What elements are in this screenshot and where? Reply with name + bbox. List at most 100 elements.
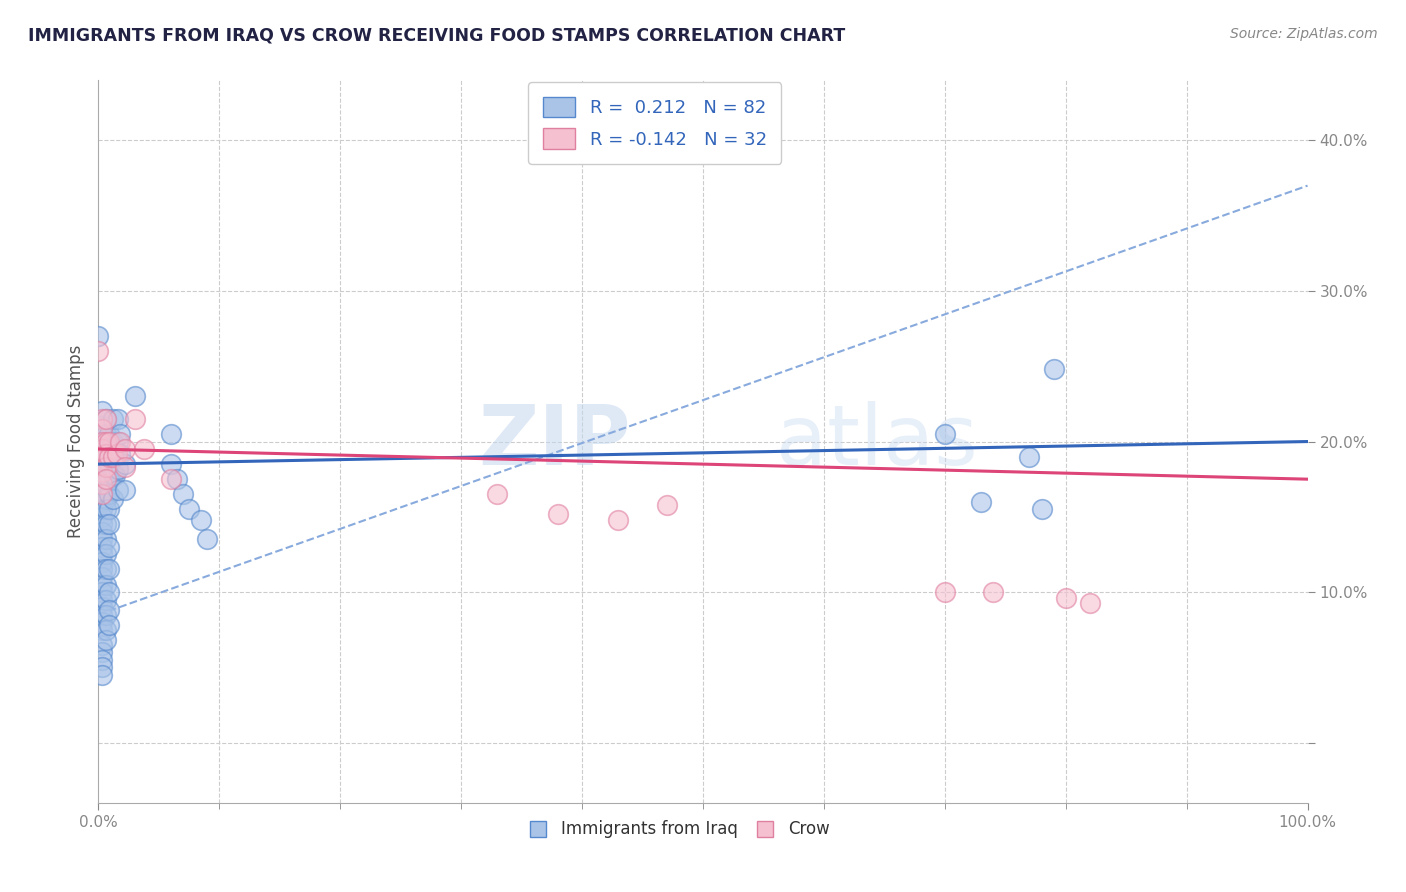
Point	[98, 517, 121, 532]
Y-axis label: Receiving Food Stamps: Receiving Food Stamps	[66, 345, 84, 538]
Point	[98, 540, 121, 554]
Point	[94, 533, 117, 547]
Point	[91, 548, 114, 562]
Point	[98, 618, 121, 632]
Point	[91, 562, 114, 576]
Point	[91, 487, 114, 501]
Point	[94, 427, 117, 442]
Point	[94, 465, 117, 479]
Point	[108, 434, 131, 449]
Point	[94, 562, 117, 576]
Point	[91, 442, 114, 456]
Point	[91, 465, 114, 479]
Point	[101, 412, 124, 426]
Point	[166, 472, 188, 486]
Point	[98, 585, 121, 599]
Point	[94, 412, 117, 426]
Point	[91, 487, 114, 501]
Text: ZIP: ZIP	[478, 401, 630, 482]
Point	[98, 450, 121, 464]
Point	[970, 494, 993, 508]
Point	[607, 513, 630, 527]
Point	[1018, 450, 1040, 464]
Point	[98, 472, 121, 486]
Point	[91, 472, 114, 486]
Point	[547, 507, 569, 521]
Point	[91, 577, 114, 591]
Point	[107, 483, 129, 497]
Point	[98, 603, 121, 617]
Point	[94, 452, 117, 467]
Point	[101, 450, 124, 464]
Point	[94, 442, 117, 456]
Point	[94, 548, 117, 562]
Point	[107, 434, 129, 449]
Point	[134, 442, 156, 456]
Point	[91, 592, 114, 607]
Point	[114, 460, 136, 475]
Point	[934, 585, 956, 599]
Point	[172, 487, 194, 501]
Point	[190, 513, 212, 527]
Point	[91, 480, 114, 494]
Point	[179, 502, 201, 516]
Point	[94, 476, 117, 491]
Point	[91, 638, 114, 652]
Point	[91, 623, 114, 637]
Point	[98, 487, 121, 501]
Point	[105, 446, 128, 460]
Point	[91, 585, 114, 599]
Point	[104, 467, 127, 482]
Point	[91, 419, 114, 434]
Point	[94, 460, 117, 475]
Point	[91, 645, 114, 659]
Point	[94, 607, 117, 622]
Point	[108, 446, 131, 460]
Point	[94, 517, 117, 532]
Point	[107, 461, 129, 475]
Point	[934, 427, 956, 442]
Point	[981, 585, 1004, 599]
Point	[91, 555, 114, 569]
Point	[91, 600, 114, 615]
Point	[1031, 502, 1053, 516]
Point	[91, 615, 114, 630]
Point	[91, 457, 114, 471]
Point	[91, 404, 114, 418]
Point	[94, 491, 117, 506]
Point	[124, 412, 146, 426]
Point	[91, 450, 114, 464]
Point	[101, 450, 124, 464]
Point	[124, 389, 146, 403]
Text: IMMIGRANTS FROM IRAQ VS CROW RECEIVING FOOD STAMPS CORRELATION CHART: IMMIGRANTS FROM IRAQ VS CROW RECEIVING F…	[28, 27, 845, 45]
Point	[98, 434, 121, 449]
Point	[114, 483, 136, 497]
Point	[160, 457, 183, 471]
Point	[107, 412, 129, 426]
Point	[98, 427, 121, 442]
Point	[98, 457, 121, 471]
Point	[94, 577, 117, 591]
Point	[1042, 362, 1064, 376]
Point	[1078, 596, 1101, 610]
Point	[91, 476, 114, 491]
Point	[101, 434, 124, 449]
Point	[91, 533, 114, 547]
Point	[91, 540, 114, 554]
Point	[160, 472, 183, 486]
Point	[94, 502, 117, 516]
Point	[91, 412, 114, 426]
Point	[114, 442, 136, 456]
Point	[91, 570, 114, 584]
Legend: Immigrants from Iraq, Crow: Immigrants from Iraq, Crow	[522, 814, 837, 845]
Point	[98, 562, 121, 576]
Point	[160, 427, 183, 442]
Point	[91, 517, 114, 532]
Point	[98, 502, 121, 516]
Point	[1054, 591, 1077, 606]
Point	[91, 653, 114, 667]
Point	[87, 329, 110, 343]
Point	[94, 633, 117, 648]
Point	[98, 442, 121, 456]
Point	[94, 434, 117, 449]
